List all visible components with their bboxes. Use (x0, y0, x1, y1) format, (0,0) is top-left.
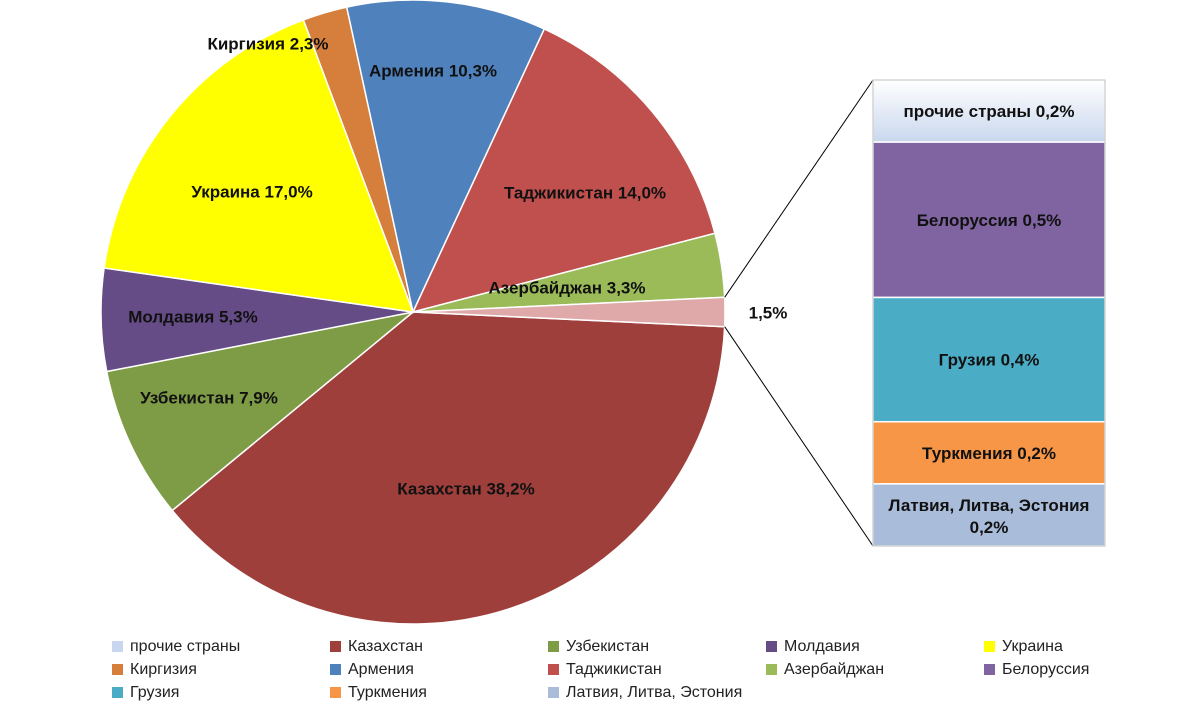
legend-item-туркмения: Туркмения (330, 682, 548, 703)
bar-label-прочие-страны: прочие страны 0,2% (904, 102, 1075, 121)
pie-slice-таджикистан (411, 27, 716, 314)
legend-item-узбекистан: Узбекистан (548, 636, 766, 657)
legend-swatch (984, 664, 995, 675)
pie-label-узбекистан: Узбекистан 7,9% (140, 388, 278, 407)
legend-label: Узбекистан (566, 637, 650, 655)
pie-label-казахстан: Казахстан 38,2% (397, 479, 534, 498)
legend-item-армения: Армения (330, 659, 548, 680)
bar-of-pie-chart: Казахстан 38,2% Узбекистан 7,9% Молдавия 5… (100, 0, 1106, 625)
legend-swatch (766, 664, 777, 675)
legend-label: Молдавия (784, 637, 860, 655)
pie-label-other: 1,5% (749, 303, 788, 322)
connector-lines (724, 79, 874, 547)
bar-label-белоруссия: Белоруссия 0,5% (917, 211, 1062, 230)
bar-segment-белоруссия (872, 141, 1106, 299)
legend-item-украина: Украина (984, 636, 1174, 657)
legend-label: Армения (348, 660, 414, 678)
stacked-bar: прочие страны 0,2% Белоруссия 0,5% Грузия … (872, 79, 1106, 547)
pie: Казахстан 38,2% Узбекистан 7,9% Молдавия 5… (100, 0, 788, 625)
legend-swatch (112, 641, 123, 652)
legend-item-таджикистан: Таджикистан (548, 659, 766, 680)
legend-swatch (330, 687, 341, 698)
legend-item-азербайджан: Азербайджан (766, 659, 984, 680)
pie-slice-узбекистан (105, 311, 414, 512)
legend-label: Белоруссия (1002, 660, 1090, 678)
legend-item-белоруссия: Белоруссия (984, 659, 1174, 680)
bar-label-туркмения: Туркмения 0,2% (922, 444, 1056, 463)
bar-segment-латвия-литва-эстония (872, 483, 1106, 547)
legend-item-латвия-литва-эстония: Латвия, Литва, Эстония (548, 682, 766, 703)
legend-label: прочие страны (130, 637, 241, 655)
legend-swatch (330, 664, 341, 675)
pie-label-азербайджан: Азербайджан 3,3% (489, 278, 646, 297)
legend-label: Латвия, Литва, Эстония (566, 683, 743, 701)
legend-swatch (766, 641, 777, 652)
legend-label: Грузия (130, 683, 180, 701)
legend-label: Таджикистан (566, 660, 662, 678)
bar-label-грузия: Грузия 0,4% (939, 351, 1040, 370)
pie-slice-армения (345, 0, 546, 315)
legend-item-киргизия: Киргизия (112, 659, 330, 680)
pie-label-молдавия: Молдавия 5,3% (128, 307, 257, 326)
legend-swatch (112, 687, 123, 698)
legend-label: Киргизия (130, 660, 197, 678)
legend-swatch (548, 664, 559, 675)
pie-label-таджикистан: Таджикистан 14,0% (504, 183, 666, 202)
pie-slice-украина (103, 18, 415, 313)
legend-label: Украина (1002, 637, 1063, 655)
pie-label-армения: Армения 10,3% (369, 61, 497, 80)
legend-label: Азербайджан (784, 660, 885, 678)
pie-label-киргизия: Киргизия 2,3% (207, 34, 328, 53)
legend-item-прочие-страны: прочие страны (112, 636, 330, 657)
legend-swatch (112, 664, 123, 675)
legend-label: Казахстан (348, 637, 423, 655)
legend-label: Туркмения (348, 683, 427, 701)
legend-item-казахстан: Казахстан (330, 636, 548, 657)
legend-swatch (330, 641, 341, 652)
legend-swatch (984, 641, 995, 652)
legend-swatch (548, 687, 559, 698)
bar-segment-туркмения (872, 420, 1106, 485)
legend-swatch (548, 641, 559, 652)
legend-item-молдавия: Молдавия (766, 636, 984, 657)
bar-segment-грузия (872, 296, 1106, 423)
connector-line-top (724, 79, 874, 298)
legend: прочие страны Казахстан Узбекистан Молдавия… (112, 636, 1172, 703)
pie-slice-казахстан (171, 311, 726, 625)
pie-label-украина: Украина 17,0% (191, 182, 312, 201)
bar-label-латвия-литва-эстония: Латвия, Литва, Эстония 0,2% (889, 496, 1090, 537)
legend-item-грузия: Грузия (112, 682, 330, 703)
connector-line-bottom (724, 326, 874, 547)
pie-slice-other (412, 296, 726, 328)
